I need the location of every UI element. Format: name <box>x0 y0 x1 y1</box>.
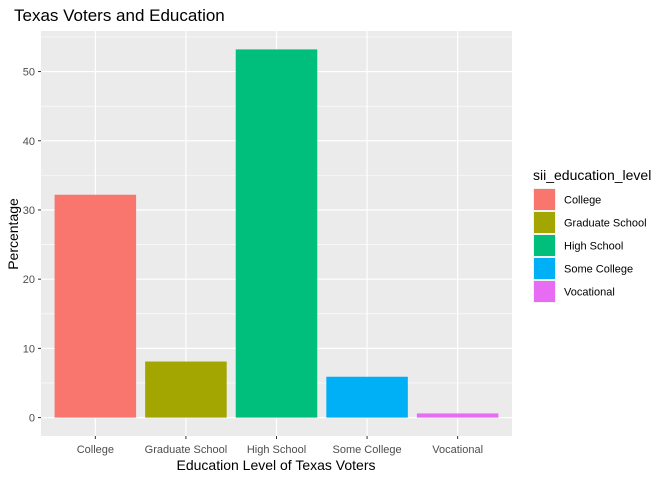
x-tick-label: Vocational <box>432 444 483 456</box>
x-tick-label: College <box>77 444 114 456</box>
y-axis-title: Percentage <box>5 198 21 270</box>
y-tick-label: 40 <box>23 136 35 148</box>
y-tick-label: 10 <box>23 343 35 355</box>
legend-label: Graduate School <box>564 218 647 230</box>
legend-swatch <box>534 212 555 233</box>
legend-swatch <box>534 189 555 210</box>
x-tick-label: Graduate School <box>145 444 228 456</box>
legend-label: Some College <box>564 264 633 276</box>
bar <box>326 376 408 418</box>
bar <box>145 361 227 418</box>
legend-label: College <box>564 195 601 207</box>
y-tick-label: 0 <box>29 413 35 425</box>
x-tick-label: High School <box>247 444 306 456</box>
legend-swatch <box>534 281 555 302</box>
chart-title: Texas Voters and Education <box>14 6 225 25</box>
x-axis-title: Education Level of Texas Voters <box>177 457 376 473</box>
x-tick-label: Some College <box>333 444 402 456</box>
legend-title: sii_education_level <box>533 167 651 183</box>
bar <box>235 49 318 418</box>
y-tick-label: 20 <box>23 274 35 286</box>
bar <box>416 413 499 418</box>
legend-label: Vocational <box>564 287 615 299</box>
y-tick-label: 30 <box>23 205 35 217</box>
y-tick-label: 50 <box>23 67 35 79</box>
legend-swatch <box>534 258 555 279</box>
legend: College Graduate School High School Some Co… <box>533 188 647 303</box>
legend-swatch <box>534 235 555 256</box>
plot-panel: 0 10 20 30 40 50 College Graduate School High Sc… <box>23 31 512 456</box>
bar <box>54 194 137 418</box>
legend-label: High School <box>564 241 623 253</box>
